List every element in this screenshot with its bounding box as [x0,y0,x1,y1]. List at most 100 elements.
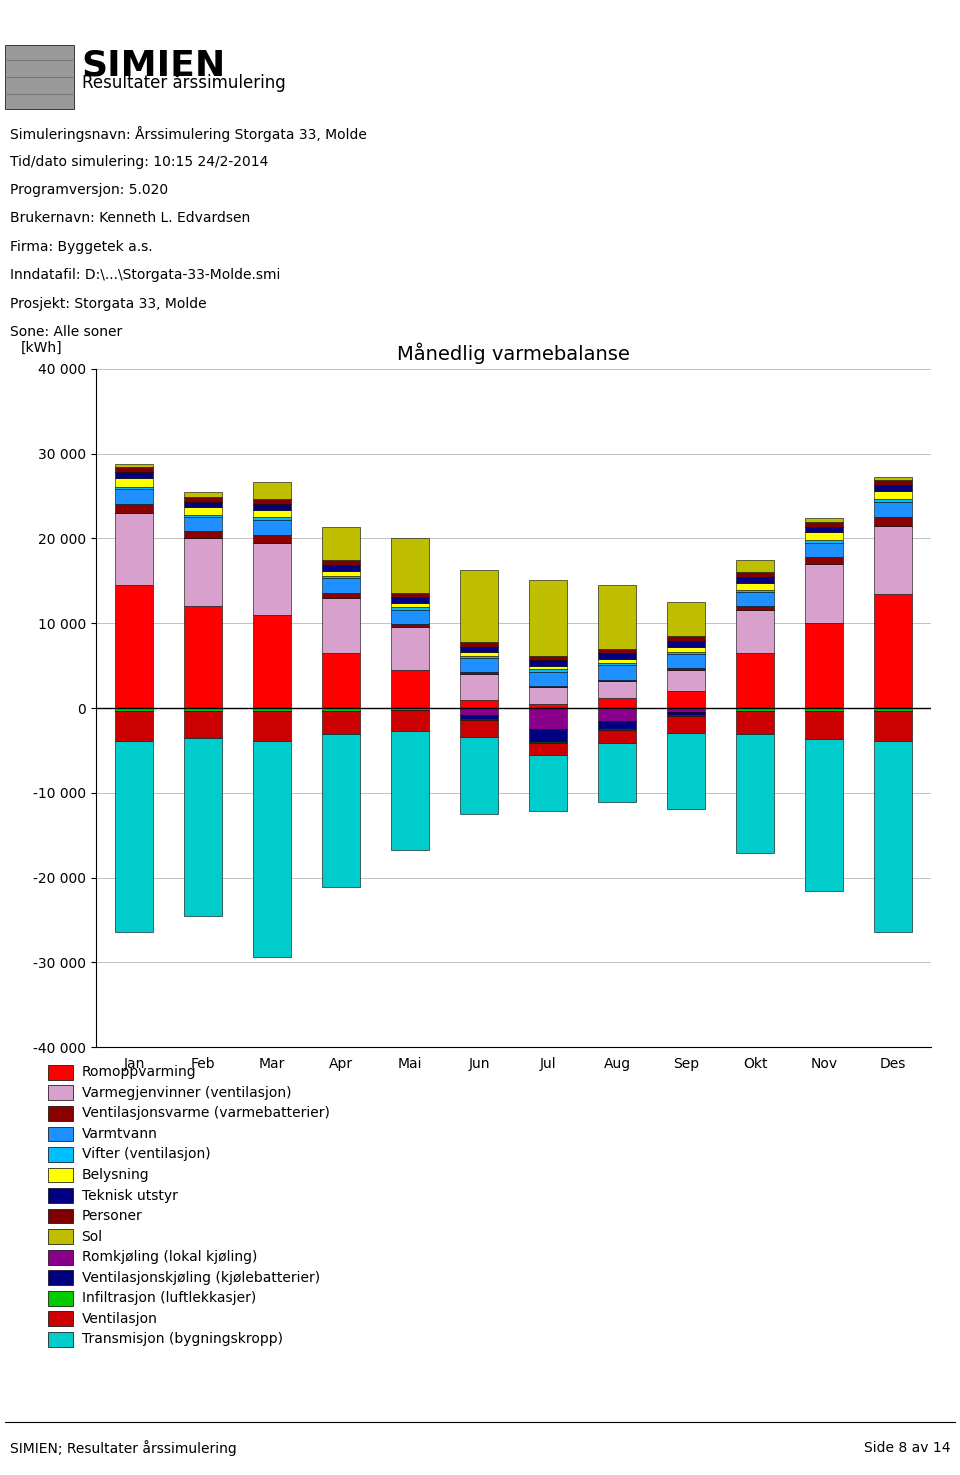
Bar [48,1148,73,1162]
Bar [736,577,774,583]
Text: Sol: Sol [82,1230,103,1243]
Text: Simuleringsnavn: Årssimulering Storgata 33, Molde: Simuleringsnavn: Årssimulering Storgata … [10,127,367,142]
Text: Transmisjon (bygningskropp): Transmisjon (bygningskropp) [82,1332,282,1347]
Bar [736,590,774,591]
Bar [805,558,843,563]
Text: Romoppvarming: Romoppvarming [82,1065,196,1080]
Bar [529,671,567,686]
Bar [667,668,706,670]
Bar [184,502,222,507]
Bar [805,563,843,622]
Bar [322,578,360,593]
Bar [529,580,567,656]
Text: SIMIEN; Resultater årssimulering: SIMIEN; Resultater årssimulering [10,1440,236,1456]
Bar [184,708,222,711]
Bar [48,1127,73,1142]
Bar [253,504,291,510]
Bar [598,708,636,721]
Bar [529,708,567,729]
Bar [805,522,843,527]
Bar [184,531,222,538]
Bar [115,490,153,504]
Bar [391,708,429,709]
Bar [115,478,153,487]
Bar [322,527,360,560]
Bar [184,606,222,708]
Bar [736,708,774,711]
Bar [598,665,636,680]
Bar [805,518,843,522]
Text: Varmegjenvinner (ventilasjon): Varmegjenvinner (ventilasjon) [82,1086,291,1100]
Bar [529,755,567,811]
Bar [529,667,567,670]
Bar [115,708,153,711]
Bar [460,658,498,673]
Bar [253,519,291,535]
Bar [805,543,843,558]
Bar [598,653,636,659]
Bar [48,1270,73,1285]
Text: [kWh]: [kWh] [21,341,62,355]
Bar [875,740,912,932]
Bar [667,670,706,690]
Bar [805,711,843,739]
Bar [48,1106,73,1121]
Bar [598,659,636,664]
Bar [875,478,912,479]
Bar [322,708,360,711]
Bar [667,640,706,646]
Bar [460,715,498,718]
Bar [460,674,498,699]
Bar [805,527,843,532]
Bar [184,493,222,497]
Bar [667,690,706,708]
Bar [598,743,636,802]
Bar [460,642,498,646]
Bar [115,513,153,586]
Bar [391,603,429,608]
Bar [460,652,498,656]
Bar [667,636,706,640]
Bar [253,543,291,615]
Bar [391,709,429,732]
Bar [460,673,498,674]
Bar [253,500,291,504]
Bar [460,656,498,658]
Bar [391,627,429,670]
Text: Ventilasjonskjøling (kjølebatterier): Ventilasjonskjøling (kjølebatterier) [82,1271,320,1285]
Bar [48,1311,73,1326]
Bar [322,571,360,577]
Bar [598,664,636,665]
Bar [115,586,153,708]
Text: Ventilasjon: Ventilasjon [82,1311,157,1326]
Bar [391,593,429,597]
Text: Vifter (ventilasjon): Vifter (ventilasjon) [82,1148,210,1161]
Bar [736,711,774,735]
Bar [598,730,636,743]
Bar [875,500,912,502]
Text: Romkjøling (lokal kjøling): Romkjøling (lokal kjøling) [82,1251,257,1264]
Bar [529,729,567,742]
Bar [529,687,567,704]
Bar [875,518,912,525]
Bar [805,622,843,708]
Bar [184,518,222,531]
Bar [48,1168,73,1183]
Bar [529,656,567,661]
Bar [667,652,706,653]
Bar [48,1332,73,1347]
Bar [736,606,774,611]
Bar [667,715,706,733]
Bar [322,560,360,565]
Bar [529,704,567,708]
Text: Infiltrasjon (luftlekkasjer): Infiltrasjon (luftlekkasjer) [82,1291,255,1305]
Bar [253,482,291,500]
Bar [875,711,912,740]
Bar [391,597,429,603]
Bar [667,653,706,668]
Title: Månedlig varmebalanse: Månedlig varmebalanse [397,342,630,364]
Text: Varmtvann: Varmtvann [82,1127,157,1140]
Bar [805,532,843,540]
Bar [253,615,291,708]
Bar [805,739,843,891]
